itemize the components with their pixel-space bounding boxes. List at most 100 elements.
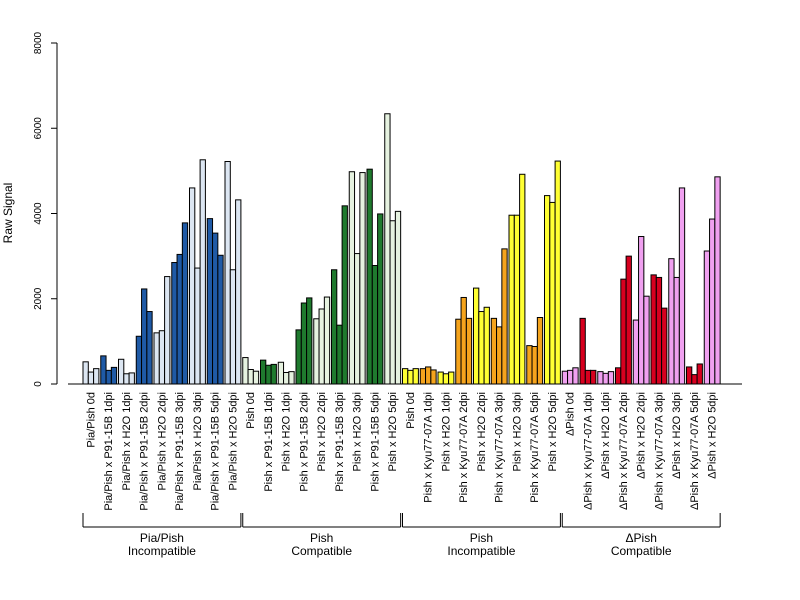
- bar: [283, 371, 290, 385]
- bar: [212, 232, 219, 385]
- bar: [189, 187, 196, 385]
- category-label: Pish x H2O 5dpi: [547, 392, 559, 471]
- bar: [437, 371, 444, 385]
- bar: [448, 371, 455, 385]
- group-label-line2: Incompatible: [128, 544, 196, 558]
- bar: [100, 355, 107, 385]
- bar: [123, 373, 130, 385]
- bar: [561, 370, 569, 385]
- bar: [323, 296, 331, 385]
- y-axis: 0 2000 4000 6000 8000: [33, 31, 58, 387]
- bar: [584, 369, 592, 385]
- bar: [176, 253, 183, 385]
- bar: [235, 199, 242, 385]
- bar: [389, 220, 396, 385]
- category-label: Pia/Pish x H2O 2dpi: [156, 392, 168, 490]
- bar: [153, 332, 160, 385]
- category-label: Pish 0d: [245, 392, 257, 429]
- bar: [632, 319, 640, 385]
- bar: [501, 248, 508, 385]
- group-label-line1: Pish: [470, 531, 493, 545]
- group-label-line2: Compatible: [291, 544, 352, 558]
- bar: [460, 296, 467, 385]
- bar: [105, 369, 112, 385]
- bar: [430, 369, 437, 385]
- bar: [402, 368, 409, 385]
- bar: [224, 161, 231, 385]
- bar: [206, 218, 214, 385]
- category-label: Pish x Kyu77-07A 3dpi: [494, 392, 506, 503]
- bar: [318, 308, 325, 385]
- bar: [171, 262, 178, 385]
- category-label: ΔPish x Kyu77-07A 5dpi: [689, 392, 701, 510]
- bar: [331, 269, 338, 385]
- bar: [513, 214, 521, 385]
- bar: [602, 372, 609, 385]
- bar: [118, 358, 125, 385]
- category-label: Pia/Pish x H2O 5dpi: [227, 392, 239, 490]
- category-label: Pish x H2O 5dpi: [387, 392, 399, 471]
- bar: [110, 366, 118, 385]
- bar: [691, 374, 698, 385]
- category-label: Pish x H2O 3dpi: [352, 392, 364, 471]
- bar: [638, 236, 645, 385]
- bar: [625, 255, 632, 385]
- bar: [668, 258, 675, 385]
- category-label: ΔPish x Kyu77-07A 3dpi: [653, 392, 665, 510]
- bar: [465, 317, 473, 385]
- group-label-line2: Incompatible: [447, 544, 515, 558]
- category-label: Pish x H2O 3dpi: [511, 392, 523, 471]
- bar: [531, 345, 538, 385]
- bar: [615, 367, 622, 385]
- bar: [643, 295, 650, 385]
- category-label: ΔPish x H2O 2dpi: [636, 392, 648, 479]
- bar: [655, 276, 663, 385]
- y-tick-label: 2000: [33, 287, 44, 310]
- bar: [554, 160, 561, 385]
- category-label: Pish x H2O 2dpi: [316, 392, 328, 471]
- category-label: Pia/Pish x P91-15B 5dpi: [210, 392, 222, 511]
- category-label: ΔPish x H2O 3dpi: [671, 392, 683, 479]
- bar: [300, 302, 308, 385]
- y-tick-label: 8000: [33, 31, 44, 54]
- bar: [217, 254, 224, 385]
- bar: [549, 201, 556, 385]
- category-label: Pish x P91-15B 1dpi: [263, 392, 275, 492]
- category-label: Pish x P91-15B 2dpi: [298, 392, 310, 492]
- category-label: ΔPish x H2O 1dpi: [600, 392, 612, 479]
- y-tick-label: 4000: [33, 202, 44, 225]
- bar: [270, 363, 277, 385]
- bar: [87, 371, 95, 385]
- bar: [158, 330, 166, 385]
- bar: [567, 369, 574, 385]
- bar: [384, 113, 391, 385]
- bar: [703, 250, 711, 385]
- category-label: Pish x P91-15B 3dpi: [334, 392, 346, 492]
- category-label: Pish x Kyu77-07A 2dpi: [458, 392, 470, 503]
- bar: [696, 363, 703, 385]
- bar: [394, 210, 402, 385]
- bars: [82, 113, 721, 385]
- category-label: Pish x Kyu77-07A 1dpi: [423, 392, 435, 503]
- bar: [377, 213, 384, 385]
- bar: [673, 276, 680, 385]
- bar: [590, 369, 597, 385]
- bar: [247, 369, 254, 385]
- y-axis-title: Raw Signal: [1, 183, 15, 244]
- category-label: ΔPish 0d: [565, 392, 577, 436]
- bar: [572, 367, 579, 385]
- bar: [164, 276, 171, 385]
- bar: [544, 195, 551, 385]
- y-tick-label: 0: [33, 381, 44, 387]
- y-tick-label: 6000: [33, 117, 44, 140]
- category-label: Pish x P91-15B 5dpi: [369, 392, 381, 492]
- category-label: Pia/Pish 0d: [85, 392, 97, 448]
- bar: [336, 324, 343, 385]
- bar: [473, 287, 480, 385]
- bar: [181, 222, 189, 385]
- bar: [354, 253, 361, 385]
- category-label: Pish x Kyu77-07A 5dpi: [529, 392, 541, 503]
- bar: [597, 371, 604, 385]
- bar: [508, 214, 515, 385]
- bar: [141, 288, 148, 385]
